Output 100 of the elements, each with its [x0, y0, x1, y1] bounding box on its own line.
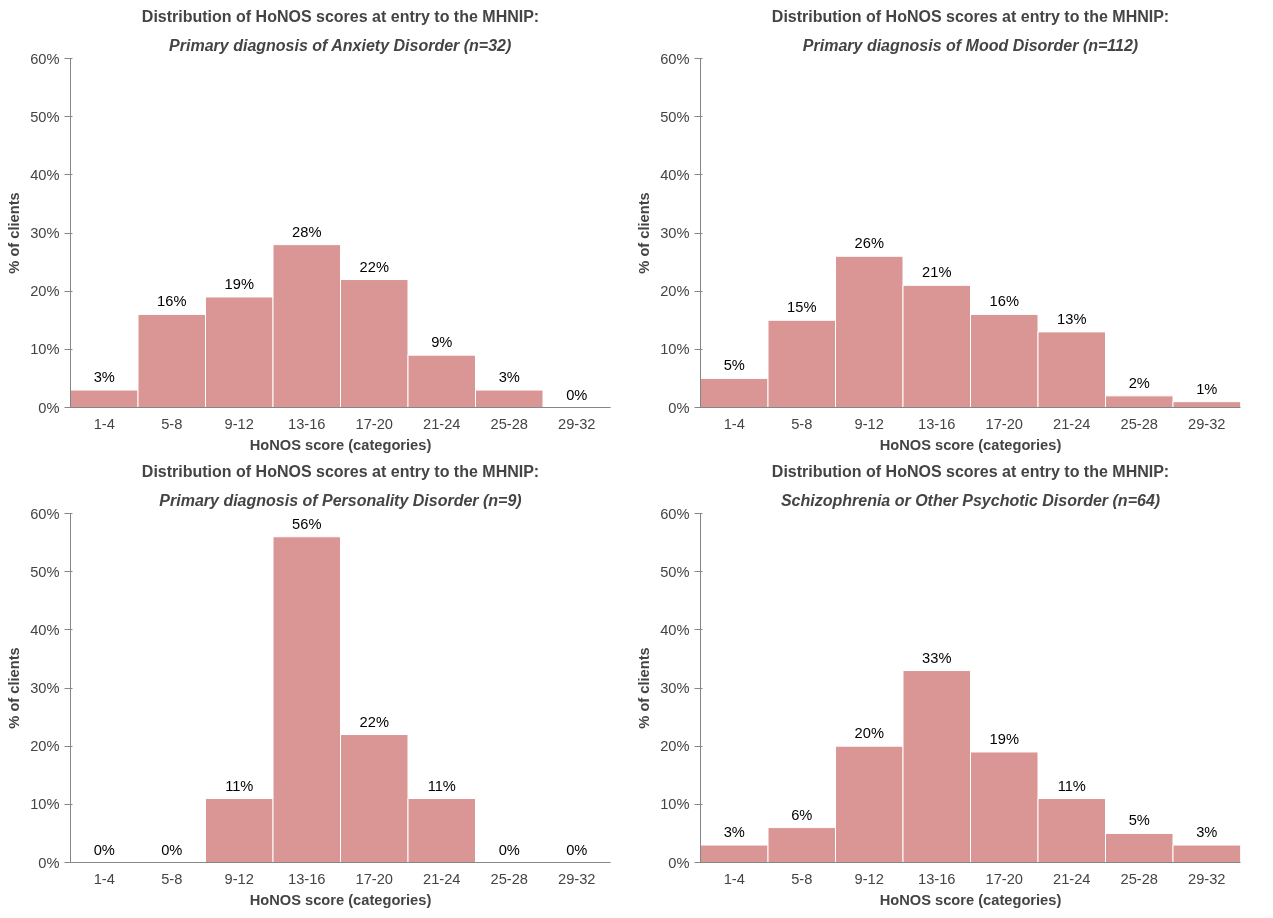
y-tick-label: 30% [660, 680, 690, 696]
y-tick-label: 30% [30, 225, 60, 241]
y-tick-label: 60% [660, 505, 690, 522]
y-tick-label: 50% [660, 108, 690, 125]
x-tick-label: 21-24 [1053, 870, 1091, 887]
data-label: 22% [359, 713, 389, 730]
data-label: 26% [854, 235, 884, 252]
y-tick-label: 10% [660, 341, 690, 358]
data-label: 21% [922, 264, 952, 281]
data-label: 3% [93, 369, 115, 386]
y-tick-label: 30% [30, 680, 60, 696]
x-tick-label: 9-12 [854, 415, 884, 432]
chart-title: Distribution of HoNOS scores at entry to the MHNIP: [141, 7, 540, 25]
chart-title: Distribution of HoNOS scores at entry to the MHNIP: [771, 7, 1170, 25]
y-tick-label: 40% [30, 621, 60, 638]
x-axis-title: HoNOS score (categories) [879, 891, 1062, 908]
y-tick-label: 50% [660, 563, 690, 580]
x-tick-label: 25-28 [490, 870, 529, 887]
y-tick-label: 0% [668, 399, 690, 416]
y-tick-label: 60% [30, 50, 60, 67]
chart-subtitle: Primary diagnosis of Mood Disorder (n=112) [802, 36, 1139, 54]
y-tick-label: 60% [660, 50, 690, 67]
y-tick-label: 30% [660, 225, 690, 241]
x-tick-label: 13-16 [918, 870, 956, 887]
y-tick-label: 10% [30, 341, 60, 358]
data-label: 19% [224, 275, 254, 292]
data-label: 22% [359, 258, 389, 275]
y-tick-label: 10% [660, 796, 690, 813]
data-label: 3% [1196, 824, 1218, 841]
data-label: 19% [989, 730, 1019, 747]
x-tick-label: 29-32 [558, 870, 596, 887]
x-tick-label: 13-16 [918, 415, 956, 432]
x-tick-label: 21-24 [423, 870, 461, 887]
data-label: 5% [723, 357, 745, 374]
y-tick-label: 20% [660, 283, 690, 300]
x-tick-label: 25-28 [490, 415, 529, 432]
x-tick-label: 21-24 [423, 415, 461, 432]
y-axis-title: % of clients [636, 192, 653, 274]
y-tick-label: 40% [660, 621, 690, 638]
y-tick-label: 0% [38, 399, 60, 416]
data-label: 2% [1128, 374, 1150, 391]
y-tick-label: 20% [30, 283, 60, 300]
data-label: 13% [1057, 310, 1087, 327]
y-tick-label: 40% [30, 166, 60, 183]
data-label: 33% [922, 649, 952, 666]
x-tick-label: 13-16 [288, 870, 326, 887]
y-tick-label: 10% [30, 796, 60, 813]
data-label: 0% [566, 386, 588, 403]
x-tick-label: 13-16 [288, 415, 326, 432]
y-tick-label: 0% [668, 854, 690, 871]
data-label: 16% [989, 293, 1019, 310]
y-axis-title: % of clients [636, 647, 653, 729]
y-tick-label: 0% [38, 854, 60, 871]
x-tick-label: 29-32 [1188, 415, 1226, 432]
x-tick-label: 17-20 [985, 415, 1024, 432]
x-tick-label: 25-28 [1120, 415, 1159, 432]
x-tick-label: 17-20 [985, 870, 1024, 887]
x-axis-title: HoNOS score (categories) [249, 891, 432, 908]
data-label: 0% [161, 841, 183, 858]
x-tick-label: 9-12 [224, 870, 254, 887]
data-label: 1% [1196, 380, 1218, 397]
y-axis-title: % of clients [6, 647, 23, 729]
x-tick-label: 29-32 [1188, 870, 1226, 887]
x-axis-title: HoNOS score (categories) [879, 436, 1062, 453]
y-tick-label: 50% [30, 108, 60, 125]
data-label: 9% [431, 334, 453, 351]
x-tick-label: 25-28 [1120, 870, 1159, 887]
data-label: 0% [566, 841, 588, 858]
x-axis-title: HoNOS score (categories) [249, 436, 432, 453]
data-label: 56% [292, 515, 322, 532]
chart-subtitle: Primary diagnosis of Anxiety Disorder (n=32) [169, 36, 512, 54]
data-label: 6% [791, 806, 813, 823]
x-tick-label: 9-12 [854, 870, 884, 887]
data-label: 16% [157, 293, 187, 310]
data-label: 11% [225, 777, 254, 794]
x-tick-label: 29-32 [558, 415, 596, 432]
x-tick-label: 5-8 [791, 415, 813, 432]
x-tick-label: 1-4 [93, 415, 115, 432]
y-tick-label: 20% [30, 738, 60, 755]
data-label: 11% [427, 777, 456, 794]
data-label: 20% [854, 725, 884, 742]
x-tick-label: 5-8 [161, 870, 183, 887]
chart-title: Distribution of HoNOS scores at entry to the MHNIP: [141, 462, 540, 480]
x-tick-label: 1-4 [93, 870, 115, 887]
x-tick-label: 1-4 [723, 870, 745, 887]
y-axis-title: % of clients [6, 192, 23, 274]
x-tick-label: 5-8 [161, 415, 183, 432]
x-tick-label: 9-12 [224, 415, 254, 432]
chart-title: Distribution of HoNOS scores at entry to the MHNIP: [771, 462, 1170, 480]
data-label: 28% [292, 223, 322, 240]
data-label: 11% [1057, 777, 1086, 794]
x-tick-label: 21-24 [1053, 415, 1091, 432]
y-tick-label: 50% [30, 563, 60, 580]
data-label: 3% [498, 369, 520, 386]
y-tick-label: 60% [30, 505, 60, 522]
data-label: 0% [93, 841, 115, 858]
x-tick-label: 5-8 [791, 870, 813, 887]
data-label: 15% [787, 299, 817, 316]
chart-subtitle: Schizophrenia or Other Psychotic Disorder (n=64) [780, 491, 1161, 509]
data-label: 5% [1128, 812, 1150, 829]
